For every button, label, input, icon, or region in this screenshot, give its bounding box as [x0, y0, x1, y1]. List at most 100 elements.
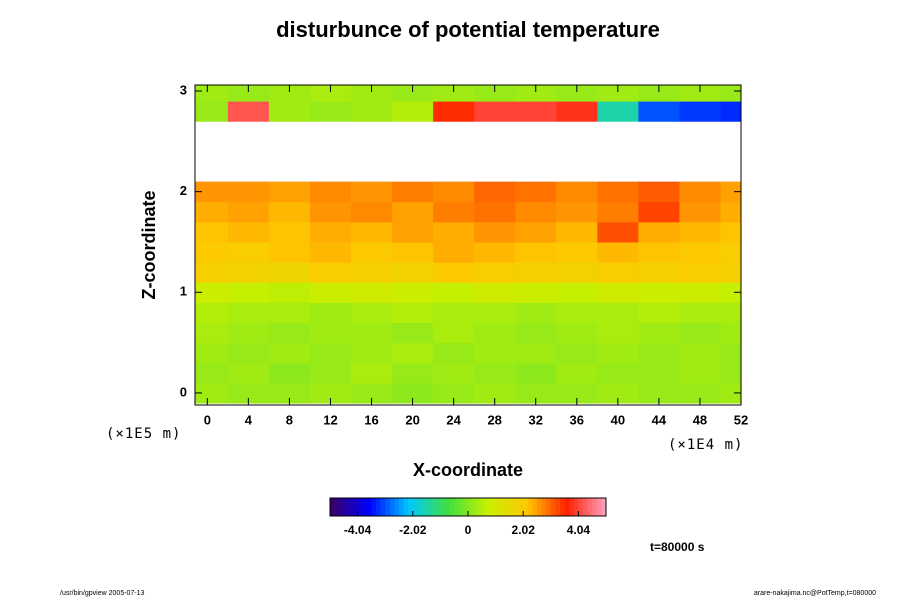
heatmap-cell: [392, 241, 434, 263]
heatmap-cell: [474, 382, 516, 404]
heatmap-cell: [720, 241, 741, 263]
heatmap-cell: [195, 382, 229, 404]
heatmap-cell: [227, 302, 270, 323]
heatmap-cell: [309, 322, 352, 344]
colorbar-segment: [426, 498, 432, 516]
heatmap-cell: [268, 101, 311, 122]
colorbar-tick-label: -2.02: [399, 523, 427, 537]
heatmap-cell: [227, 241, 270, 263]
heatmap-cell: [556, 201, 598, 223]
heatmap-cell: [556, 382, 598, 404]
colorbar-segment: [523, 498, 529, 516]
heatmap-cell: [679, 362, 721, 384]
heatmap-cell: [597, 362, 639, 384]
heatmap-cell: [720, 181, 741, 203]
heatmap-cell: [597, 85, 639, 102]
heatmap-cell: [268, 342, 311, 364]
heatmap-cell: [474, 241, 516, 263]
heatmap-cell: [351, 241, 393, 263]
heatmap-cell: [433, 85, 475, 102]
footer-left: /usr/bin/gpview 2005-07-13: [60, 590, 145, 597]
heatmap-cell: [433, 382, 475, 404]
heatmap-cell: [597, 282, 639, 303]
colorbar-segment: [440, 498, 446, 516]
y-tick-label: 0: [180, 384, 187, 399]
heatmap-cell: [720, 382, 741, 404]
colorbar-segment: [518, 498, 524, 516]
heatmap-cell: [556, 362, 598, 384]
heatmap-cells: [195, 85, 741, 404]
heatmap-cell: [515, 241, 557, 263]
colorbar-segment: [546, 498, 552, 516]
heatmap-cell: [268, 262, 311, 283]
heatmap-cell: [679, 302, 721, 323]
heatmap-cell: [227, 322, 270, 344]
heatmap-cell: [474, 262, 516, 283]
heatmap-cell: [227, 85, 270, 102]
heatmap-cell: [474, 181, 516, 203]
heatmap-cell: [638, 322, 680, 344]
colorbar-segment: [514, 498, 519, 516]
colorbar-segment: [334, 498, 340, 516]
heatmap-cell: [679, 322, 721, 344]
heatmap-cell: [515, 101, 557, 122]
colorbar-segment: [417, 498, 423, 516]
heatmap-cell: [392, 322, 434, 344]
heatmap-cell: [351, 382, 393, 404]
x-axis-label: X-coordinate: [413, 460, 523, 480]
heatmap-cell: [515, 382, 557, 404]
colorbar-segment: [389, 498, 395, 516]
colorbar-segment: [380, 498, 386, 516]
x-tick-label: 12: [323, 412, 337, 427]
heatmap-cell: [474, 201, 516, 223]
y-axis-label: Z-coordinate: [139, 190, 159, 299]
heatmap-cell: [515, 362, 557, 384]
colorbar-segment: [504, 498, 510, 516]
x-tick-label: 44: [652, 412, 667, 427]
colorbar-segment: [569, 498, 575, 516]
heatmap-cell: [720, 221, 741, 243]
heatmap-cell: [556, 181, 598, 203]
heatmap-cell: [351, 362, 393, 384]
heatmap-cell: [392, 262, 434, 283]
heatmap-cell: [433, 201, 475, 223]
colorbar-segment: [532, 498, 538, 516]
colorbar-segment: [596, 498, 602, 516]
plot-frame: [194, 84, 742, 406]
heatmap-cell: [227, 181, 270, 203]
colorbar-segment: [394, 498, 400, 516]
heatmap-cell: [392, 302, 434, 323]
heatmap-cell: [268, 181, 311, 203]
heatmap-cell: [720, 201, 741, 223]
x-tick-label: 8: [286, 412, 293, 427]
heatmap-cell: [638, 302, 680, 323]
heatmap-cell: [309, 382, 352, 404]
colorbar-segment: [399, 498, 404, 516]
colorbar-segment: [371, 498, 377, 516]
heatmap-cell: [679, 282, 721, 303]
heatmap-cell: [638, 262, 680, 283]
colorbar-segment: [339, 498, 345, 516]
heatmap-cell: [433, 342, 475, 364]
heatmap-cell: [515, 302, 557, 323]
heatmap-cell: [720, 282, 741, 303]
heatmap-cell: [556, 302, 598, 323]
heatmap-cell: [638, 382, 680, 404]
heatmap-cell: [227, 201, 270, 223]
heatmap-cell: [556, 85, 598, 102]
heatmap-cell: [268, 85, 311, 102]
heatmap-cell: [474, 282, 516, 303]
colorbar-segment: [422, 498, 427, 516]
x-tick-label: 20: [405, 412, 419, 427]
heatmap-cell: [268, 382, 311, 404]
heatmap-cell: [227, 362, 270, 384]
colorbar-tick-label: 4.04: [567, 523, 591, 537]
colorbar-segment: [458, 498, 464, 516]
heatmap-cell: [515, 282, 557, 303]
colorbar-segment: [573, 498, 579, 516]
heatmap-cell: [351, 221, 393, 243]
colorbar-segment: [445, 498, 450, 516]
heatmap-cell: [433, 362, 475, 384]
heatmap-cell: [195, 101, 229, 122]
heatmap-cell: [433, 101, 475, 122]
